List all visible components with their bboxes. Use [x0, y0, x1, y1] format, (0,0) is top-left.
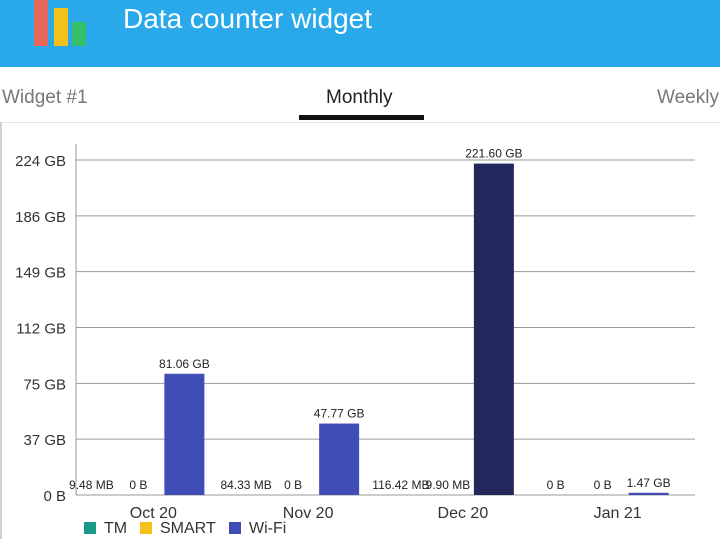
x-category-label: Jan 21 — [594, 505, 642, 522]
legend-smart: SMART — [140, 520, 216, 538]
y-tick-label: 149 GB — [15, 265, 66, 282]
tab-monthly[interactable]: Monthly — [326, 87, 393, 108]
bar-chart-logo-icon — [34, 0, 86, 46]
y-tick-label: 0 B — [43, 488, 66, 505]
app-title: Data counter widget — [123, 3, 373, 34]
legend-tm-swatch — [84, 522, 96, 534]
bar-wi-fi-0 — [164, 373, 205, 495]
legend-smart-swatch — [140, 522, 152, 534]
x-category-label: Nov 20 — [283, 505, 334, 522]
data-label: 0 B — [547, 478, 565, 492]
x-category-label: Dec 20 — [438, 505, 489, 522]
bar-wi-fi-3 — [628, 492, 669, 495]
data-label: 9.48 MB — [69, 478, 114, 492]
data-label: 221.60 GB — [465, 147, 522, 161]
y-tick-label: 112 GB — [16, 321, 66, 338]
tab-widget-1[interactable]: Widget #1 — [2, 87, 88, 108]
data-label: 84.33 MB — [220, 478, 271, 492]
data-label: 81.06 GB — [159, 357, 210, 371]
y-tick-label: 224 GB — [15, 153, 66, 170]
legend-wifi-label: Wi-Fi — [249, 520, 287, 537]
data-label: 9.90 MB — [426, 478, 471, 492]
panel-border — [0, 122, 2, 539]
legend-wifi-swatch — [229, 522, 241, 534]
app-bar: Data counter widget — [0, 0, 720, 67]
legend-tm: TM — [84, 520, 127, 538]
legend-tm-label: TM — [104, 520, 128, 537]
legend-wifi: Wi-Fi — [229, 520, 286, 538]
y-tick-label: 75 GB — [23, 376, 66, 393]
data-label: 0 B — [129, 478, 147, 492]
data-label: 47.77 GB — [314, 407, 365, 421]
legend-smart-label: SMART — [160, 520, 216, 537]
active-tab-indicator — [299, 115, 424, 120]
data-label: 116.42 MB — [372, 478, 429, 492]
y-tick-label: 37 GB — [23, 432, 66, 449]
y-tick-label: 186 GB — [15, 209, 66, 226]
data-label: 0 B — [284, 478, 302, 492]
monthly-usage-chart: 0 B 37 GB 75 GB 112 GB 149 GB 186 GB 224 GB 9.4… — [15, 144, 695, 522]
bar-wi-fi-2 — [473, 163, 514, 495]
bar-wi-fi-1 — [319, 423, 360, 495]
tab-bar: Widget #1 Monthly Weekly — [0, 67, 720, 123]
data-label: 0 B — [594, 478, 612, 492]
tab-weekly[interactable]: Weekly — [657, 87, 719, 108]
data-label: 1.47 GB — [627, 476, 671, 490]
x-category-label: Oct 20 — [130, 505, 177, 522]
